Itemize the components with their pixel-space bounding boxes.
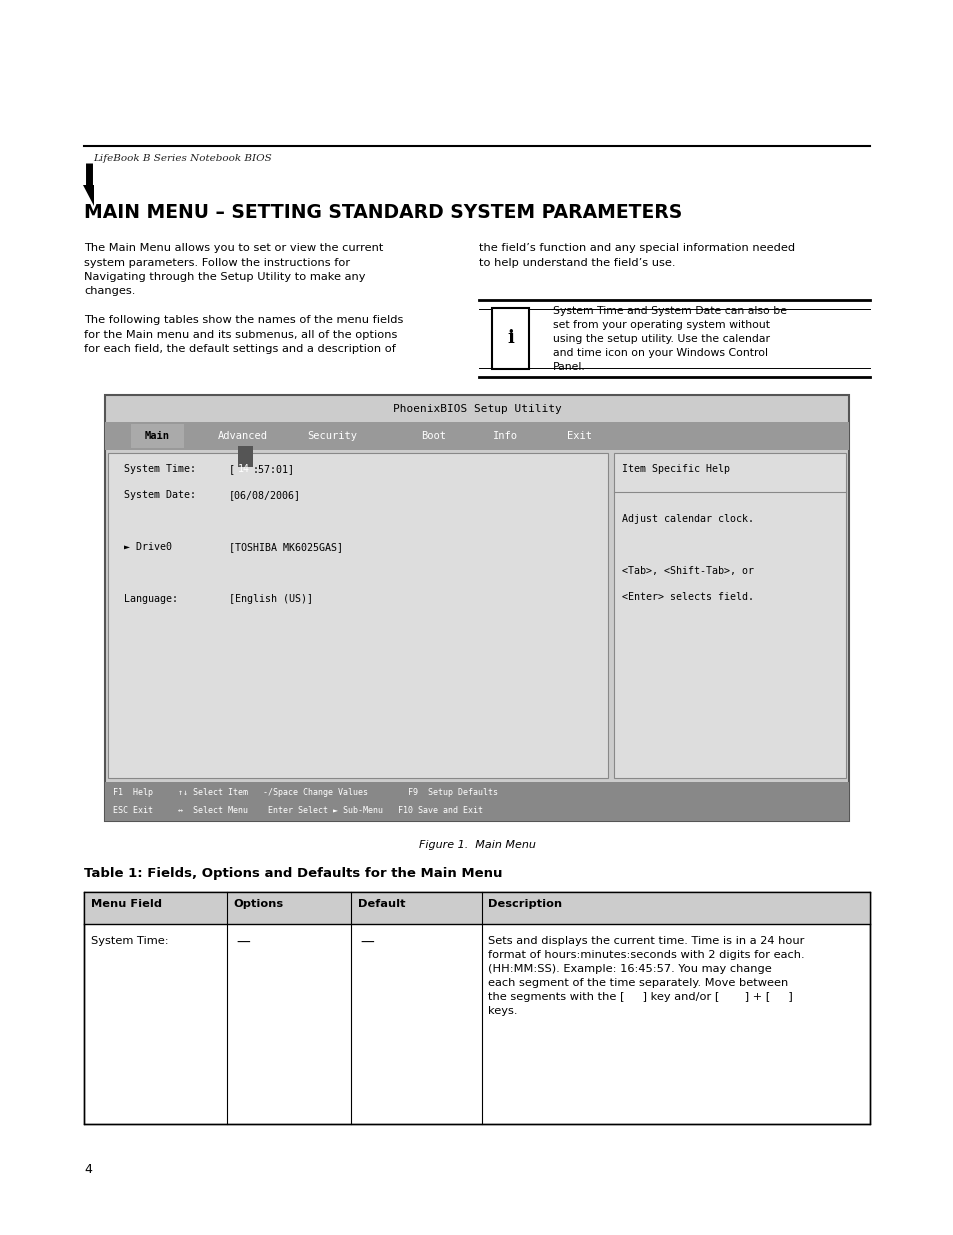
Text: Description: Description (488, 899, 562, 909)
Bar (105, 395, 848, 821)
Text: Info: Info (493, 431, 517, 441)
Text: MAIN MENU – SETTING STANDARD SYSTEM PARAMETERS: MAIN MENU – SETTING STANDARD SYSTEM PARA… (84, 203, 681, 221)
Text: [English (US)]: [English (US)] (229, 594, 313, 604)
Text: Boot: Boot (421, 431, 446, 441)
Text: <Enter> selects field.: <Enter> selects field. (621, 592, 754, 601)
Text: 4: 4 (84, 1163, 91, 1177)
Text: ► Drive0: ► Drive0 (124, 542, 172, 552)
Text: Default: Default (357, 899, 405, 909)
Text: 14: 14 (237, 464, 250, 474)
Text: —: — (360, 936, 374, 950)
Text: [TOSHIBA MK6025GAS]: [TOSHIBA MK6025GAS] (229, 542, 342, 552)
Text: Menu Field: Menu Field (91, 899, 161, 909)
Text: System Time:: System Time: (124, 464, 195, 474)
Bar (105, 422, 848, 450)
Text: System Time:: System Time: (91, 936, 168, 946)
Text: Advanced: Advanced (218, 431, 268, 441)
Text: Main: Main (145, 431, 170, 441)
Text: Table 1: Fields, Options and Defaults for the Main Menu: Table 1: Fields, Options and Defaults fo… (84, 867, 502, 881)
Text: [06/08/2006]: [06/08/2006] (229, 490, 300, 500)
Bar (478, 300, 869, 377)
Bar (492, 308, 528, 369)
Text: ESC Exit     ↔  Select Menu    Enter Select ► Sub-Menu   F10 Save and Exit: ESC Exit ↔ Select Menu Enter Select ► Su… (112, 806, 482, 815)
Text: System Date:: System Date: (124, 490, 195, 500)
Text: [: [ (229, 464, 234, 474)
Text: Security: Security (307, 431, 356, 441)
Text: Sets and displays the current time. Time is in a 24 hour
format of hours:minutes: Sets and displays the current time. Time… (488, 936, 804, 1016)
Bar (84, 892, 869, 924)
Bar (108, 453, 607, 778)
Bar (613, 453, 845, 778)
Text: Options: Options (233, 899, 284, 909)
Bar (84, 892, 869, 1124)
Polygon shape (83, 185, 94, 206)
Text: PhoenixBIOS Setup Utility: PhoenixBIOS Setup Utility (393, 404, 560, 414)
Text: LifeBook B Series Notebook BIOS: LifeBook B Series Notebook BIOS (93, 154, 272, 163)
Text: Figure 1.  Main Menu: Figure 1. Main Menu (418, 840, 535, 850)
Text: Adjust calendar clock.: Adjust calendar clock. (621, 514, 754, 524)
Text: :57:01]: :57:01] (253, 464, 294, 474)
Text: Item Specific Help: Item Specific Help (621, 464, 730, 474)
Bar (105, 782, 848, 821)
Text: i: i (506, 330, 514, 347)
Text: —: — (236, 936, 250, 950)
Bar (131, 424, 183, 448)
Bar (237, 446, 253, 467)
Text: the field’s function and any special information needed
to help understand the f: the field’s function and any special inf… (478, 243, 794, 268)
Text: The Main Menu allows you to set or view the current
system parameters. Follow th: The Main Menu allows you to set or view … (84, 243, 403, 354)
Text: F1  Help     ↑↓ Select Item   -/Space Change Values        F9  Setup Defaults: F1 Help ↑↓ Select Item -/Space Change Va… (112, 788, 497, 797)
Text: Exit: Exit (566, 431, 591, 441)
Text: <Tab>, <Shift-Tab>, or: <Tab>, <Shift-Tab>, or (621, 566, 754, 576)
Text: Language:: Language: (124, 594, 178, 604)
Text: System Time and System Date can also be
set from your operating system without
u: System Time and System Date can also be … (553, 306, 786, 372)
